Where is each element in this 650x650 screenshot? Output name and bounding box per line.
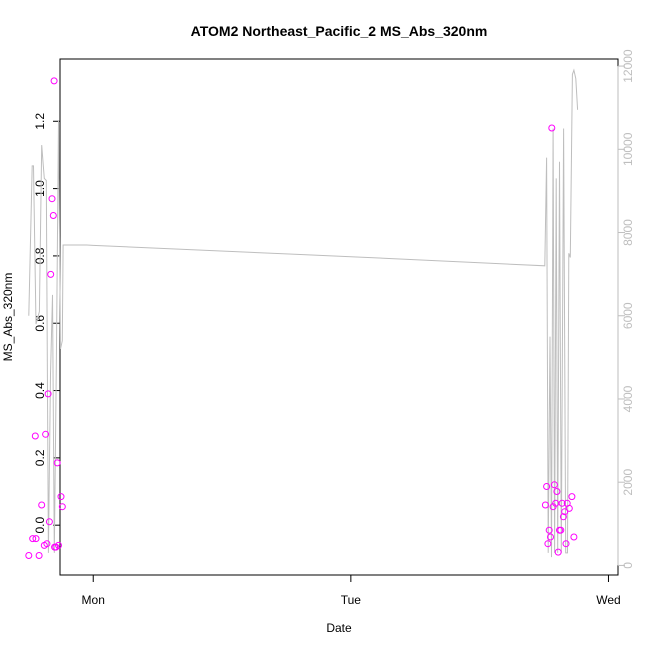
data-point	[559, 513, 567, 521]
altitude-line-series	[28, 68, 579, 558]
data-point	[544, 540, 552, 548]
y2-tick-label: 0	[621, 562, 635, 569]
data-point	[547, 533, 554, 541]
x-axis: Mon Tue Wed	[82, 574, 621, 607]
y-tick-label: 0.4	[33, 382, 47, 399]
data-point	[545, 526, 553, 534]
data-point	[553, 488, 561, 495]
data-point	[543, 483, 551, 490]
data-point	[42, 430, 50, 438]
data-point	[550, 481, 558, 489]
y-axis-label: MS_Abs_320nm	[1, 273, 15, 362]
right-y-axis: 0 2000 4000 6000 8000 10000 12000	[617, 49, 635, 569]
y2-tick-label: 10000	[621, 132, 635, 166]
data-point	[38, 501, 46, 509]
y2-tick-label: 6000	[621, 302, 635, 329]
data-point	[568, 493, 576, 501]
data-point	[32, 535, 40, 543]
data-point	[43, 540, 51, 548]
data-point	[45, 518, 53, 526]
y2-tick-label: 8000	[621, 219, 635, 246]
data-point	[565, 504, 573, 512]
data-point	[48, 195, 56, 203]
left-y-axis: 0.00.20.40.60.81.01.2	[33, 113, 61, 534]
data-point	[44, 390, 52, 398]
data-point	[31, 432, 39, 440]
y-tick-label: 0.2	[33, 449, 47, 466]
data-point	[548, 124, 556, 132]
data-point	[557, 526, 565, 534]
y2-tick-label: 4000	[621, 385, 635, 412]
data-point	[55, 541, 62, 549]
data-point	[570, 533, 578, 541]
y-tick-label: 1.2	[33, 113, 47, 130]
chart-title: ATOM2 Northeast_Pacific_2 MS_Abs_320nm	[191, 23, 488, 39]
y-tick-label: 0.6	[33, 315, 47, 332]
data-point	[561, 508, 569, 516]
data-point	[49, 212, 57, 219]
y2-tick-label: 12000	[621, 49, 635, 83]
data-point	[50, 77, 58, 85]
data-point	[57, 493, 65, 501]
data-point	[58, 503, 66, 511]
data-point	[541, 501, 549, 509]
y-tick-label: 0.0	[33, 517, 47, 534]
x-tick-label: Wed	[596, 593, 620, 607]
data-point	[25, 552, 33, 559]
data-point	[53, 459, 61, 467]
altitude-line	[28, 68, 579, 558]
data-point	[35, 552, 43, 559]
data-point	[29, 535, 37, 543]
plot-area-frame	[59, 58, 619, 576]
data-point	[562, 540, 570, 548]
data-point	[554, 548, 562, 556]
data-point	[558, 499, 566, 507]
x-tick-label: Mon	[82, 593, 105, 607]
data-point	[47, 270, 55, 278]
y2-tick-label: 2000	[621, 469, 635, 496]
x-axis-label: Date	[326, 621, 352, 635]
abs-320nm-points-series	[25, 77, 578, 559]
x-tick-label: Tue	[341, 593, 362, 607]
y-tick-label: 1.0	[33, 180, 47, 197]
